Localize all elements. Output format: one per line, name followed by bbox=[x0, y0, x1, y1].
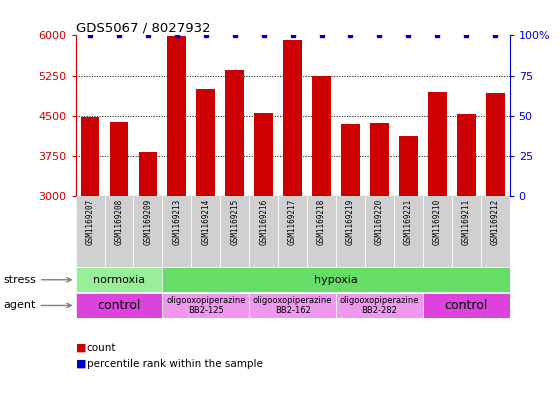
Text: GSM1169209: GSM1169209 bbox=[143, 198, 152, 244]
Text: oligooxopiperazine
BB2-282: oligooxopiperazine BB2-282 bbox=[340, 296, 419, 315]
Text: GSM1169215: GSM1169215 bbox=[230, 198, 239, 244]
Text: GSM1169207: GSM1169207 bbox=[86, 198, 95, 244]
Bar bbox=[76, 293, 162, 318]
Text: GSM1169216: GSM1169216 bbox=[259, 198, 268, 244]
Bar bbox=[249, 293, 336, 318]
Text: oligooxopiperazine
BB2-162: oligooxopiperazine BB2-162 bbox=[253, 296, 332, 315]
Text: GSM1169208: GSM1169208 bbox=[114, 198, 124, 244]
Bar bbox=[220, 196, 249, 267]
Text: normoxia: normoxia bbox=[93, 275, 145, 285]
Text: control: control bbox=[97, 299, 141, 312]
Bar bbox=[76, 196, 105, 267]
Bar bbox=[307, 196, 336, 267]
Bar bbox=[365, 196, 394, 267]
Text: ■: ■ bbox=[76, 343, 86, 353]
Bar bbox=[110, 122, 128, 196]
Bar bbox=[312, 75, 331, 196]
Text: GSM1169218: GSM1169218 bbox=[317, 198, 326, 244]
Bar bbox=[336, 293, 423, 318]
Text: GSM1169212: GSM1169212 bbox=[491, 198, 500, 244]
Bar bbox=[283, 40, 302, 196]
Bar bbox=[278, 196, 307, 267]
Text: control: control bbox=[445, 299, 488, 312]
Text: GSM1169214: GSM1169214 bbox=[201, 198, 211, 244]
Bar bbox=[341, 124, 360, 196]
Text: ■: ■ bbox=[76, 358, 86, 369]
Text: stress: stress bbox=[3, 275, 71, 285]
Bar bbox=[249, 196, 278, 267]
Bar bbox=[394, 196, 423, 267]
Bar bbox=[197, 89, 215, 196]
Bar bbox=[254, 112, 273, 196]
Bar bbox=[423, 196, 452, 267]
Text: oligooxopiperazine
BB2-125: oligooxopiperazine BB2-125 bbox=[166, 296, 245, 315]
Text: agent: agent bbox=[3, 301, 71, 310]
Bar bbox=[486, 93, 505, 196]
Bar bbox=[162, 196, 192, 267]
Text: GSM1169219: GSM1169219 bbox=[346, 198, 355, 244]
Bar bbox=[167, 36, 186, 196]
Bar bbox=[225, 70, 244, 196]
Bar bbox=[138, 152, 157, 196]
Bar bbox=[423, 293, 510, 318]
Bar bbox=[428, 92, 447, 196]
Bar bbox=[162, 267, 510, 292]
Bar bbox=[399, 136, 418, 196]
Text: GSM1169220: GSM1169220 bbox=[375, 198, 384, 244]
Text: GDS5067 / 8027932: GDS5067 / 8027932 bbox=[76, 21, 210, 34]
Text: GSM1169211: GSM1169211 bbox=[461, 198, 471, 244]
Bar bbox=[81, 118, 100, 196]
Bar bbox=[133, 196, 162, 267]
Text: GSM1169221: GSM1169221 bbox=[404, 198, 413, 244]
Text: GSM1169213: GSM1169213 bbox=[172, 198, 181, 244]
Bar bbox=[452, 196, 480, 267]
Bar bbox=[457, 114, 475, 196]
Bar bbox=[480, 196, 510, 267]
Bar bbox=[336, 196, 365, 267]
Bar bbox=[192, 196, 220, 267]
Text: GSM1169210: GSM1169210 bbox=[433, 198, 442, 244]
Bar bbox=[76, 267, 162, 292]
Bar bbox=[162, 293, 249, 318]
Text: GSM1169217: GSM1169217 bbox=[288, 198, 297, 244]
Text: count: count bbox=[87, 343, 116, 353]
Text: hypoxia: hypoxia bbox=[314, 275, 358, 285]
Text: percentile rank within the sample: percentile rank within the sample bbox=[87, 358, 263, 369]
Bar bbox=[105, 196, 133, 267]
Bar bbox=[370, 123, 389, 196]
